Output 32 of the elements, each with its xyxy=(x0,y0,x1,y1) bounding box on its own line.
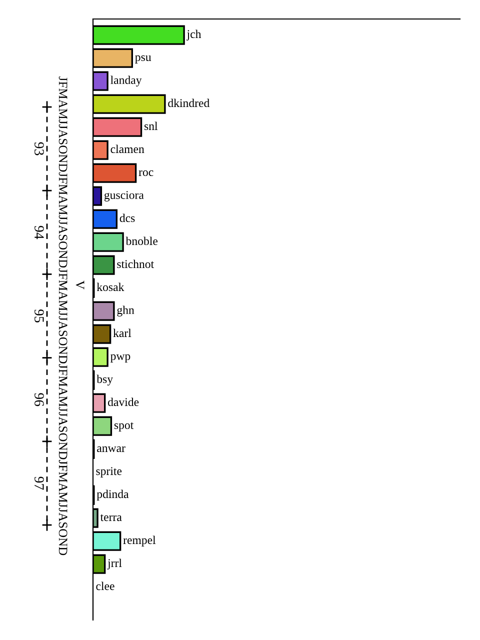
y-tick-label: clee xyxy=(96,582,114,590)
y-tick-label: stichnot xyxy=(117,260,154,268)
y-tick-label: terra xyxy=(100,514,122,522)
y-tick-label: karl xyxy=(113,328,132,338)
y-tick-label: bsy xyxy=(96,374,113,386)
text: 94 xyxy=(34,226,44,240)
y-tick-label: spot xyxy=(114,422,134,432)
y-tick-label: rempel xyxy=(123,536,156,546)
y-tick-label: clamen xyxy=(110,144,144,154)
y-tick-label: pdinda xyxy=(96,490,129,500)
text: JFMAMJJASONDJFMAMJJASONDJFMAMJJASONDJFMAMJJASONDJFMAMJJASOND xyxy=(58,76,68,556)
y-tick-label: pwp xyxy=(110,354,130,362)
text: V xyxy=(76,280,84,290)
y-tick-label: kosak xyxy=(96,282,124,292)
y-tick-label: dkindred xyxy=(168,98,210,108)
text: 93 xyxy=(34,142,44,156)
text: 96 xyxy=(34,393,44,406)
y-tick-label: anwar xyxy=(97,446,126,452)
text: 97 xyxy=(34,476,44,490)
y-tick-label: jrrl xyxy=(107,558,122,570)
y-tick-label: psu xyxy=(135,55,152,64)
y-tick-label: roc xyxy=(138,170,154,176)
y-tick-label: snl xyxy=(144,122,158,130)
y-tick-label: davide xyxy=(108,398,139,406)
y-tick-label: sprite xyxy=(96,467,122,478)
y-tick-label: landay xyxy=(110,76,142,86)
text: 95 xyxy=(34,310,44,322)
y-tick-label: bnoble xyxy=(126,236,158,246)
y-tick-label: jch xyxy=(186,30,202,40)
y-tick-label: dcs xyxy=(120,214,135,222)
y-tick-label: gusciora xyxy=(104,191,144,202)
y-tick-label: ghn xyxy=(117,306,134,316)
